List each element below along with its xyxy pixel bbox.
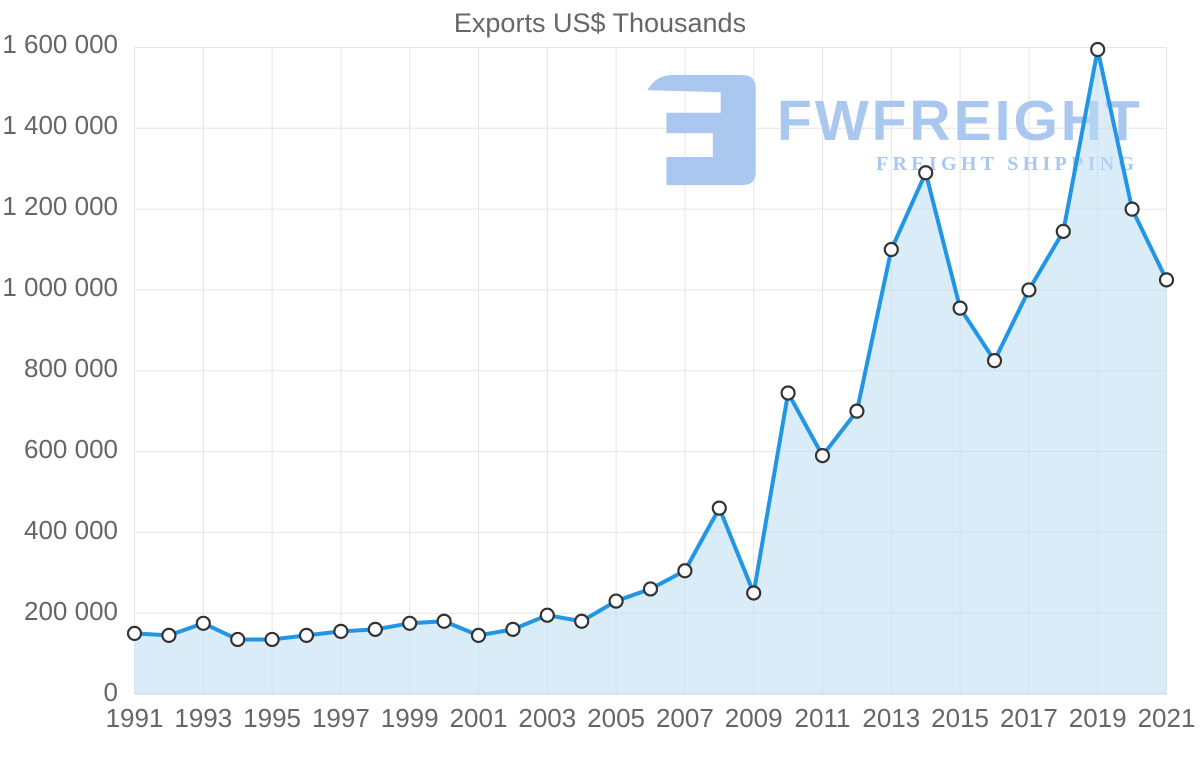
svg-text:1 200 000: 1 200 000 — [2, 191, 118, 221]
svg-text:2005: 2005 — [587, 703, 645, 733]
svg-text:400 000: 400 000 — [24, 515, 118, 545]
svg-text:800 000: 800 000 — [24, 353, 118, 383]
svg-text:1999: 1999 — [381, 703, 439, 733]
svg-text:2007: 2007 — [656, 703, 714, 733]
svg-text:2019: 2019 — [1069, 703, 1127, 733]
svg-text:2013: 2013 — [862, 703, 920, 733]
svg-text:2011: 2011 — [795, 703, 851, 733]
svg-text:200 000: 200 000 — [24, 596, 118, 626]
svg-text:1991: 1991 — [106, 703, 164, 733]
svg-text:1995: 1995 — [243, 703, 301, 733]
svg-text:2001: 2001 — [450, 703, 508, 733]
svg-text:2009: 2009 — [725, 703, 783, 733]
svg-text:600 000: 600 000 — [24, 434, 118, 464]
svg-text:1997: 1997 — [312, 703, 370, 733]
svg-text:1993: 1993 — [174, 703, 232, 733]
svg-text:2003: 2003 — [518, 703, 576, 733]
svg-text:2017: 2017 — [1000, 703, 1058, 733]
svg-text:1 600 000: 1 600 000 — [2, 29, 118, 59]
svg-text:1 400 000: 1 400 000 — [2, 110, 118, 140]
svg-text:1 000 000: 1 000 000 — [2, 272, 118, 302]
svg-text:2015: 2015 — [931, 703, 989, 733]
svg-text:2021: 2021 — [1138, 703, 1196, 733]
